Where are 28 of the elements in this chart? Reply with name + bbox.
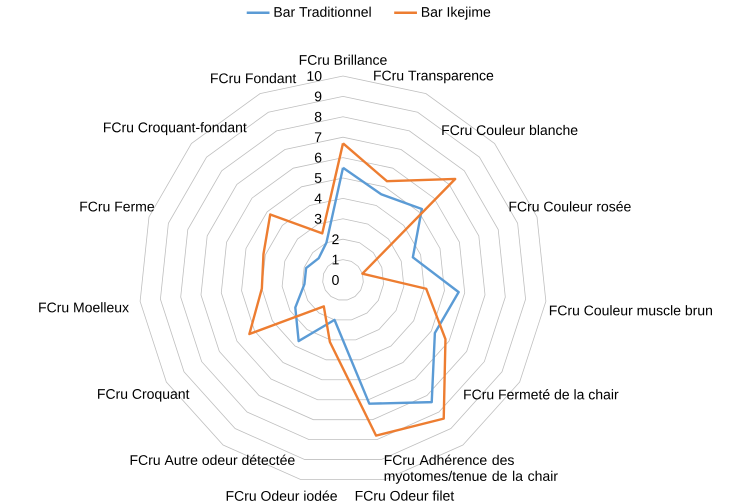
spoke-label: FCru Adhérence des myotomes/tenue de la chair bbox=[384, 454, 558, 484]
y-tick-label: 8 bbox=[314, 112, 322, 122]
y-tick-label: 5 bbox=[314, 173, 322, 183]
spoke-label: FCru Couleur blanche bbox=[442, 124, 578, 136]
spoke-label: FCru Fermeté de la chair bbox=[464, 389, 618, 400]
spoke-label: FCru Autre odeur détectée bbox=[130, 454, 295, 466]
y-tick-label: 2 bbox=[332, 234, 339, 244]
spoke-label: FCru Couleur rosée bbox=[510, 201, 631, 212]
spoke-label: FCru Brillance bbox=[300, 54, 387, 65]
y-tick-label: 0 bbox=[332, 275, 339, 285]
spoke-label: FCru Couleur muscle brun bbox=[550, 305, 712, 316]
spoke-label: FCru Croquant bbox=[98, 389, 190, 402]
y-tick-label: 6 bbox=[314, 152, 322, 163]
spoke-label: FCru Ferme bbox=[80, 202, 154, 212]
y-tick-label: 3 bbox=[314, 214, 322, 224]
spoke-label: FCru Moelleux bbox=[39, 302, 129, 312]
y-tick-label: 10 bbox=[308, 71, 322, 81]
spoke-label: FCru Croquant-fondant bbox=[104, 122, 247, 136]
spoke-label: FCru Odeur iodée bbox=[226, 490, 337, 501]
legend-label: Bar Traditionnel bbox=[274, 6, 371, 17]
legend-label: Bar Ikejime bbox=[422, 6, 490, 20]
y-tick-label: 4 bbox=[314, 194, 322, 204]
y-tick-label: 1 bbox=[332, 254, 339, 264]
spoke-label: FCru Odeur filet bbox=[356, 490, 454, 501]
y-tick-label: 7 bbox=[314, 132, 322, 142]
y-tick-label: 9 bbox=[314, 91, 322, 102]
spoke-label: FCru Transparence bbox=[374, 70, 494, 84]
spoke-label: FCru Fondant bbox=[211, 72, 296, 84]
